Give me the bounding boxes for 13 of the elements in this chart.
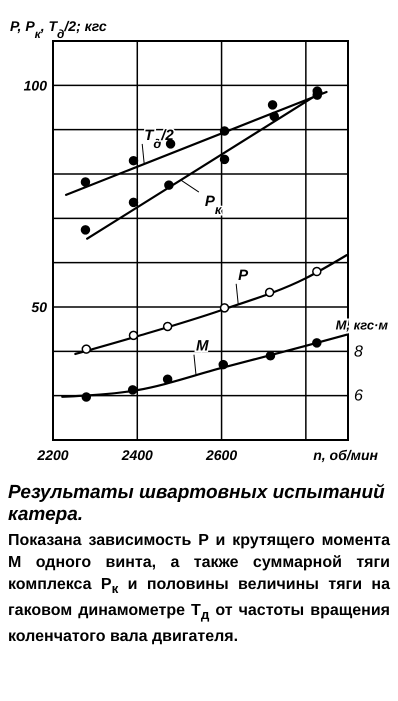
x-tick-label: 2400 <box>120 447 154 463</box>
text: Показана зависимость P и крутящего момента M одного винта, а также суммарной тяги комплекса P$_{к}$ и половины величины тяги на гаковом динамометре T$_{д}$ от частоты вращения коленчатого вала двигателя. <box>8 532 390 646</box>
text: Результаты швартовных испытаний катера. <box>8 482 386 526</box>
y-tick-label: 100 <box>24 77 48 94</box>
x-tick-label: 2200 <box>36 447 69 463</box>
y2-tick-label: 8 <box>354 343 363 360</box>
series-label: M <box>196 338 209 355</box>
series-label: P <box>238 266 250 284</box>
y2-tick-label: 6 <box>354 388 363 405</box>
y-axis-title: P, P$_{к}$, T$_{д}$/2; кгс <box>10 18 107 41</box>
y-tick-label: 50 <box>31 299 48 315</box>
x-axis-title: n, об/мин <box>313 447 379 463</box>
x-tick-label: 2600 <box>204 447 238 463</box>
